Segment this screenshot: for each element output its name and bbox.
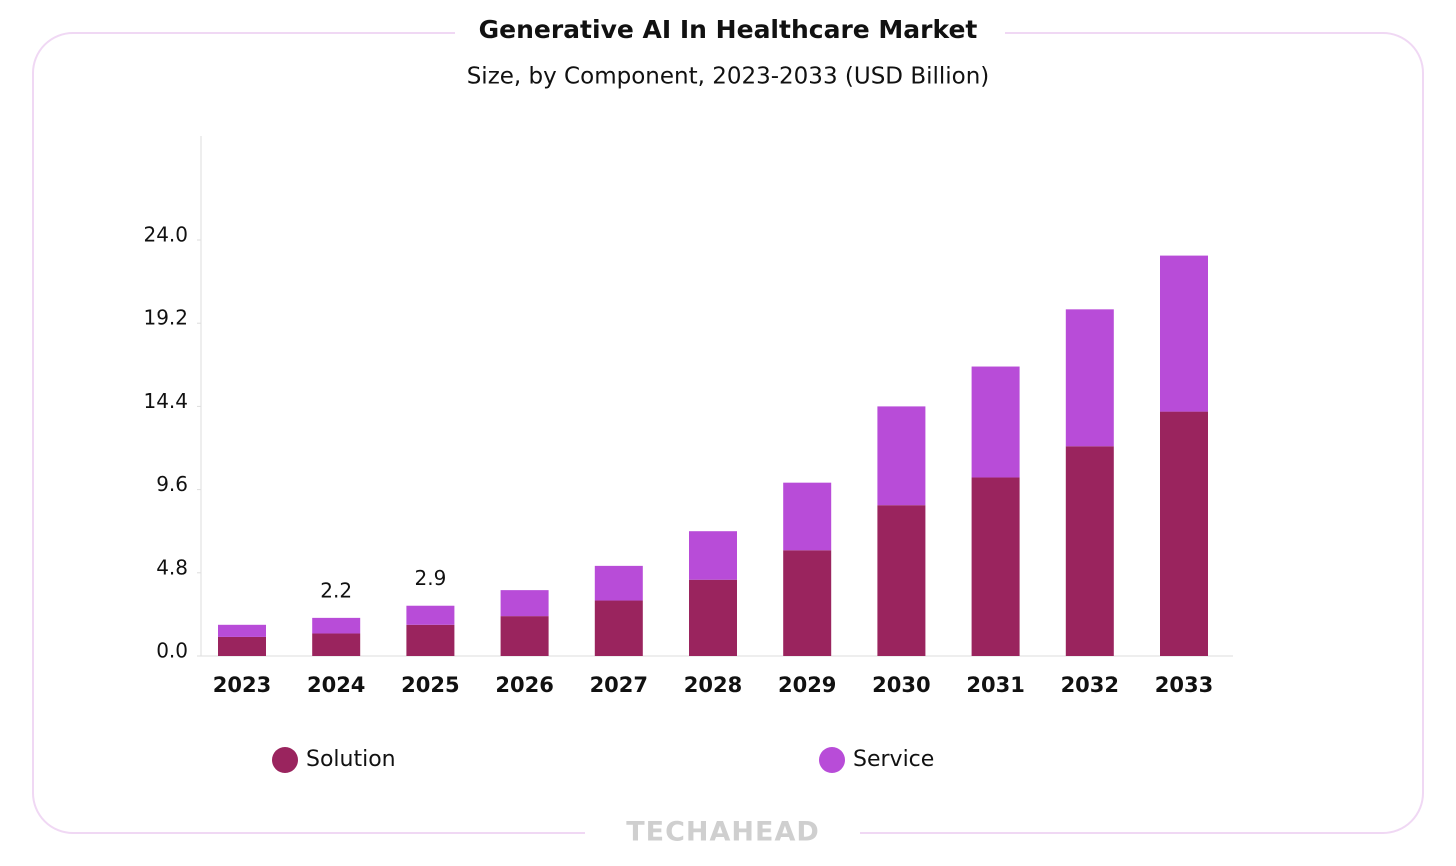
- bar-segment: [877, 505, 926, 656]
- x-tick-label: 2028: [684, 673, 742, 697]
- bar-segment: [689, 579, 737, 656]
- chart-subtitle: Size, by Component, 2023-2033 (USD Billi…: [467, 64, 990, 90]
- bar-segment: [1160, 255, 1208, 412]
- bar-segment: [500, 616, 549, 656]
- x-tick-label: 2032: [1061, 673, 1119, 697]
- x-tick-label: 2029: [778, 673, 836, 697]
- y-tick-label: 4.8: [156, 555, 188, 579]
- x-tick-label: 2030: [872, 673, 930, 697]
- x-tick-label: 2025: [401, 673, 459, 697]
- bar-segment: [594, 565, 643, 601]
- bar-segment: [877, 406, 926, 506]
- legend-label: Service: [853, 747, 934, 772]
- y-tick-label: 19.2: [143, 306, 188, 330]
- bar-segment: [312, 617, 361, 634]
- x-tick-label: 2024: [307, 673, 365, 697]
- bar-segment: [1065, 309, 1114, 447]
- x-tick-label: 2026: [495, 673, 553, 697]
- bar-segment: [1160, 411, 1208, 656]
- bar-segment: [783, 550, 832, 656]
- bar-segment: [594, 600, 643, 656]
- y-tick-label: 9.6: [156, 472, 188, 496]
- frame: [32, 32, 1424, 834]
- bar-segment: [218, 624, 266, 637]
- y-tick-label: 14.4: [143, 389, 188, 413]
- bar-segment: [783, 482, 832, 551]
- bar-segment: [971, 366, 1020, 478]
- watermark-backdrop: [585, 815, 860, 851]
- total-label: 2.2: [320, 578, 352, 602]
- bar-segment: [971, 477, 1020, 656]
- bar-segment: [500, 590, 549, 617]
- watermark: TECHAHEAD: [626, 817, 820, 848]
- total-label: 2.9: [414, 566, 446, 590]
- x-tick-label: 2033: [1155, 673, 1213, 697]
- bar-segment: [312, 633, 361, 656]
- y-tick-label: 24.0: [143, 223, 188, 247]
- x-tick-label: 2027: [590, 673, 648, 697]
- bar-segment: [406, 624, 455, 656]
- title-backdrop: [455, 10, 1005, 54]
- x-tick-label: 2031: [966, 673, 1024, 697]
- bar-segment: [1065, 446, 1114, 656]
- legend-swatch: [819, 747, 845, 773]
- bar-segment: [406, 605, 455, 625]
- bar-segment: [689, 531, 737, 580]
- legend-swatch: [272, 747, 298, 773]
- bar-segment: [218, 636, 266, 656]
- legend-label: Solution: [306, 747, 396, 772]
- y-tick-label: 0.0: [156, 639, 188, 663]
- chart-title: Generative AI In Healthcare Market: [479, 15, 978, 44]
- x-tick-label: 2023: [213, 673, 271, 697]
